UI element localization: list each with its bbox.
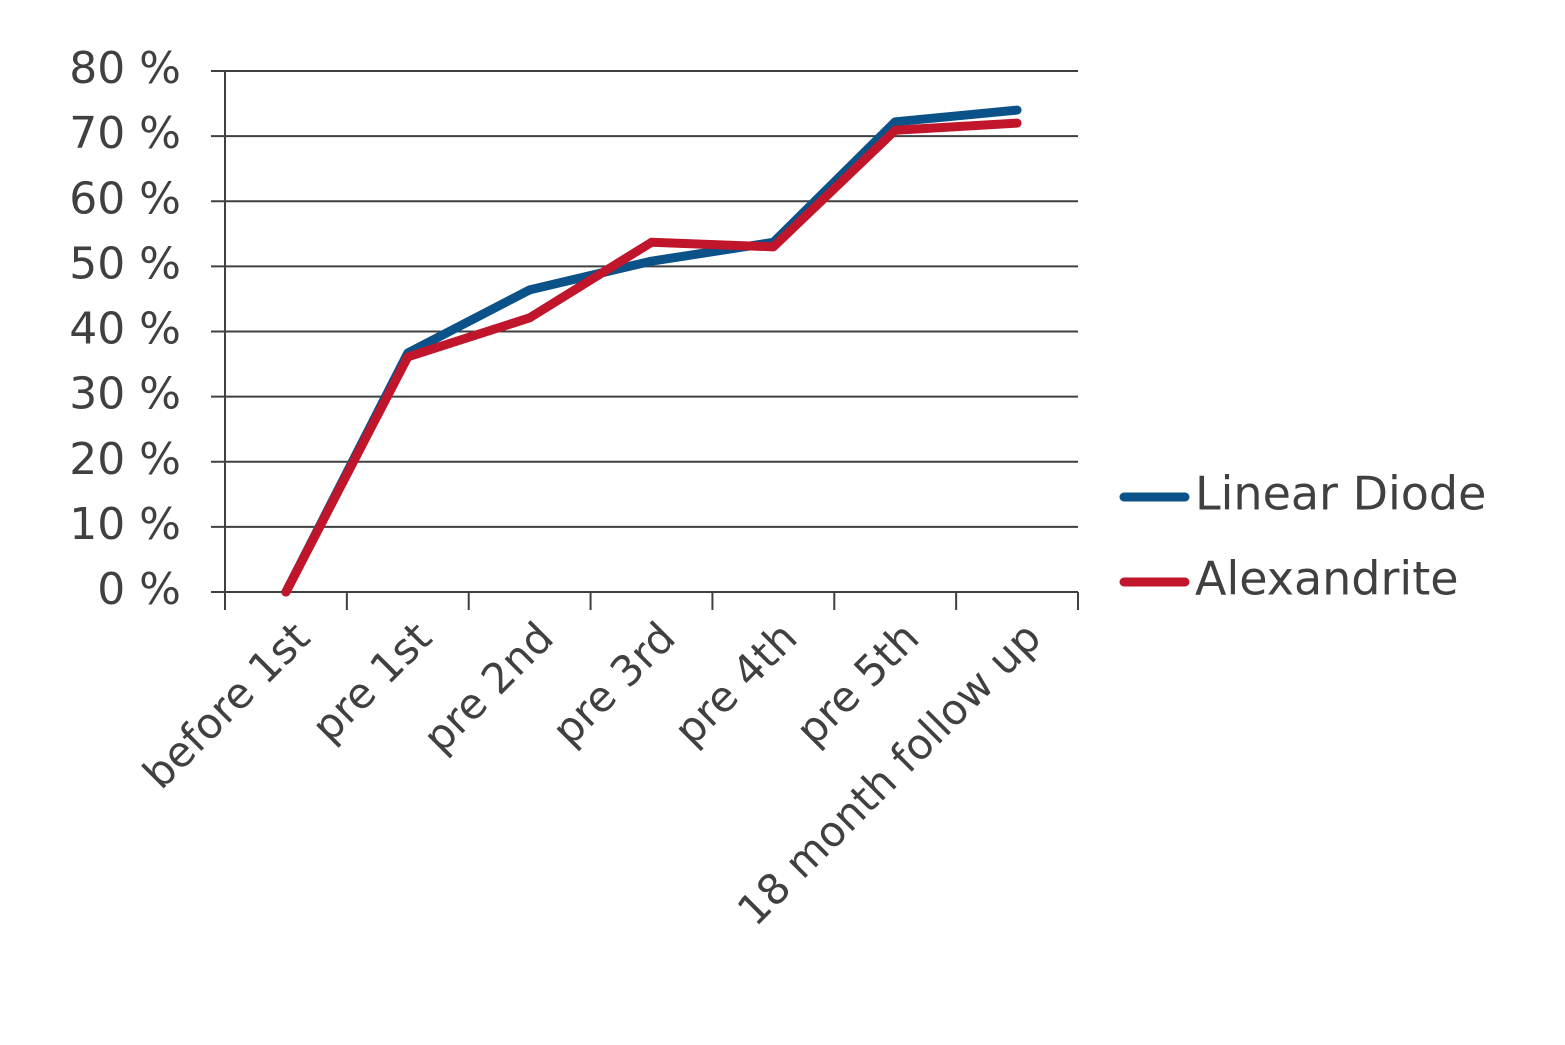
legend-label: Alexandrite (1195, 552, 1459, 606)
data-line (281, 105, 1022, 597)
x-tick-label: pre 2nd (414, 613, 563, 762)
y-tick-label: 70 % (69, 108, 181, 159)
legend-label: Linear Diode (1195, 467, 1486, 521)
y-tick-label: 20 % (69, 434, 181, 485)
y-tick-label: 10 % (69, 499, 181, 550)
data-line (281, 118, 1022, 597)
y-tick-label: 40 % (69, 304, 181, 355)
y-tick-label: 0 % (97, 564, 181, 615)
y-tick-label: 80 % (69, 43, 181, 94)
y-tick-label: 50 % (69, 238, 181, 289)
y-tick-label: 30 % (69, 369, 181, 420)
x-tick-label: pre 3rd (542, 613, 684, 755)
y-tick-label: 60 % (69, 173, 181, 224)
x-tick-label: pre 4th (664, 613, 806, 755)
x-tick-label: before 1st (133, 613, 319, 799)
